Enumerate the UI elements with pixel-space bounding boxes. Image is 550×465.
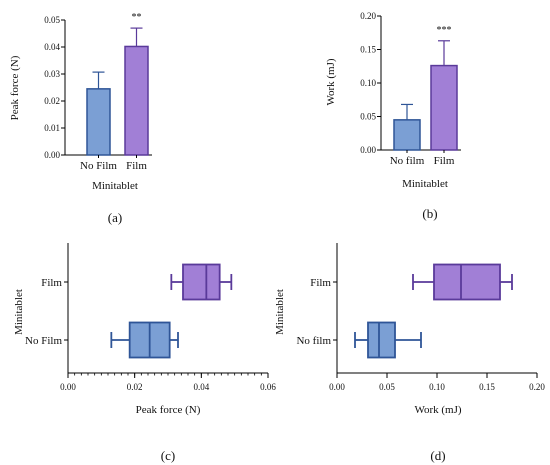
panel-a-bar-chart: Peak force (N) Minitablet (a) 0.00 0.01 0.… [9,12,152,225]
significance-a: ** [132,12,142,23]
x-tick-label-d: 0.05 [379,382,395,392]
caption-d: (d) [430,448,445,463]
y-tick-label-c-1: No Film [25,335,62,347]
panel-d-box-plot: Minitablet Work (mJ) (d) 0.00 0.05 0.10 0.1… [274,243,545,463]
significance-b: *** [437,25,452,36]
y-tick-label-a: 0.01 [44,123,60,133]
caption-c: (c) [161,448,175,463]
xlabel-d: Work (mJ) [414,404,461,416]
y-tick-label-a: 0.02 [44,96,60,106]
x-tick-label-a-0: No Film [80,160,117,172]
bar-b-1 [430,64,458,151]
x-tick-label-d: 0.10 [429,382,445,392]
x-tick-label-a-1: Film [126,160,147,172]
ylabel-c: Minitablet [13,289,25,335]
y-tick-label-b: 0.05 [360,112,376,122]
y-tick-label-b: 0.00 [360,145,376,155]
xlabel-b: Minitablet [402,178,448,190]
box-c-0 [182,263,221,301]
box-d-0 [433,263,501,301]
x-tick-label-b-1: Film [434,155,455,167]
caption-b: (b) [422,206,437,221]
x-tick-label-c: 0.06 [260,382,276,392]
y-tick-label-d-1: No film [296,335,331,347]
bar-a-0 [86,88,111,156]
y-tick-label-d-0: Film [310,277,331,289]
y-tick-label-b: 0.20 [360,11,376,21]
y-tick-label-b: 0.10 [360,78,376,88]
y-tick-label-c-0: Film [41,277,62,289]
x-tick-label-d: 0.20 [529,382,545,392]
x-tick-label-c: 0.02 [127,382,143,392]
box-d-1 [367,321,396,359]
ylabel-d: Minitablet [274,289,286,335]
panel-b-bar-chart: Work (mJ) Minitablet (b) 0.00 0.05 0.10 0.1… [325,11,461,221]
x-tick-label-c: 0.04 [193,382,209,392]
y-tick-label-a: 0.04 [44,42,60,52]
xlabel-c: Peak force (N) [136,404,201,416]
x-tick-label-d: 0.00 [329,382,345,392]
y-tick-label-a: 0.03 [44,69,60,79]
bar-b-0 [393,119,421,151]
ylabel-a: Peak force (N) [9,55,21,120]
x-tick-label-c: 0.00 [60,382,76,392]
ylabel-b: Work (mJ) [325,58,337,105]
bar-a-1 [124,45,149,156]
x-tick-label-d: 0.15 [479,382,495,392]
xlabel-a: Minitablet [92,180,138,192]
x-tick-label-b-0: No film [390,155,425,167]
caption-a: (a) [108,210,122,225]
panel-c-box-plot: Minitablet Peak force (N) (c) 0.00 0.02 0.… [13,243,276,463]
y-tick-label-b: 0.15 [360,45,376,55]
y-tick-label-a: 0.00 [44,150,60,160]
y-tick-label-a: 0.05 [44,15,60,25]
